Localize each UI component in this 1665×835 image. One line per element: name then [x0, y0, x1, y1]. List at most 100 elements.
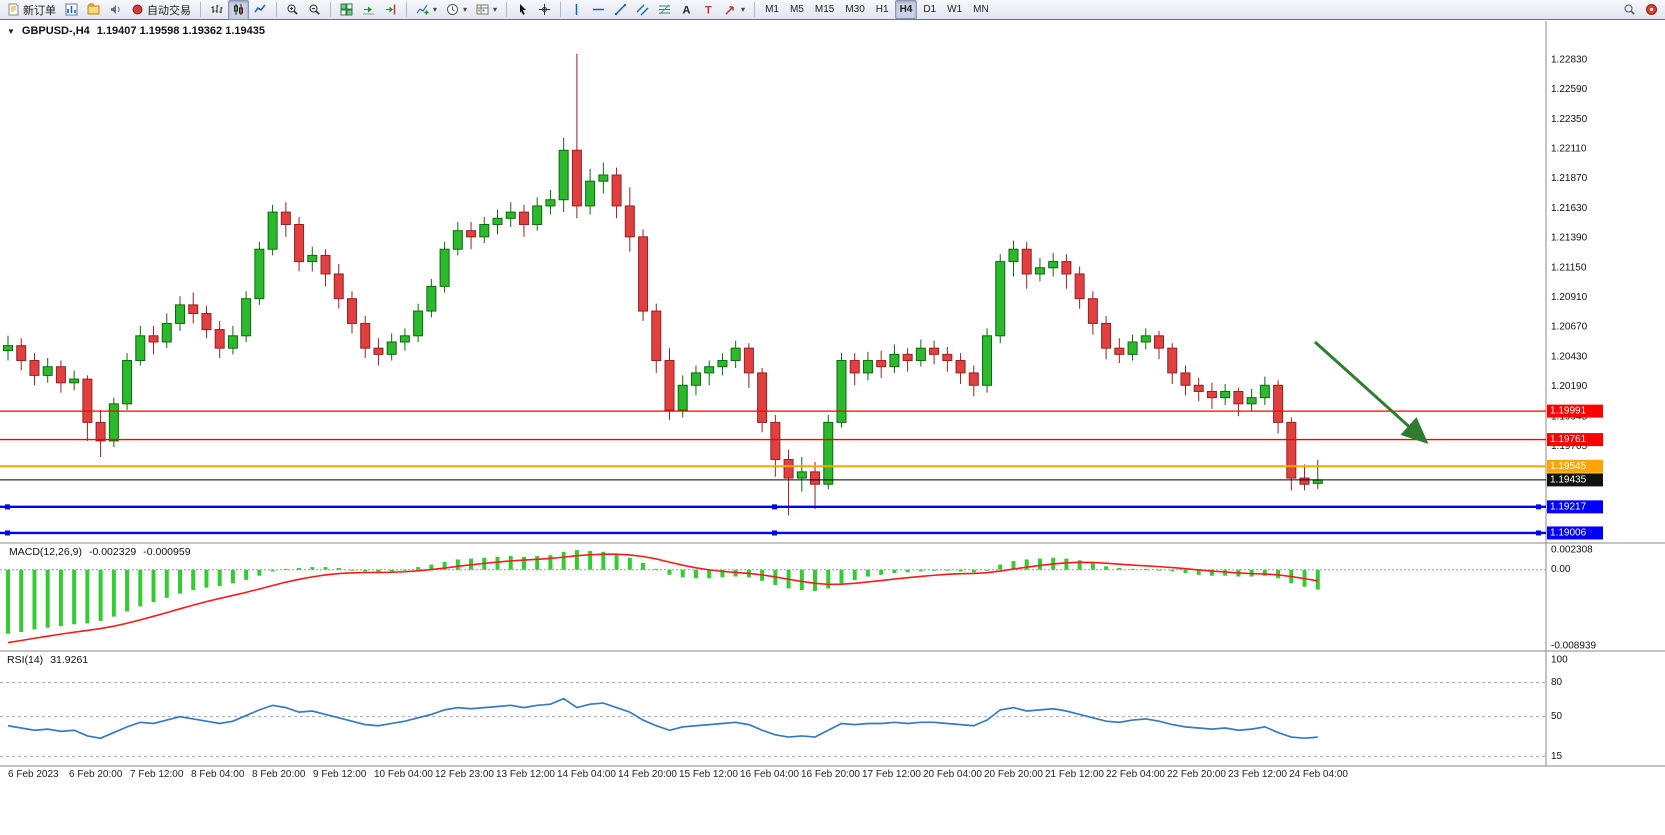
- auto-scroll-button[interactable]: [358, 0, 379, 20]
- macd-histogram-bar: [310, 567, 315, 570]
- macd-histogram-bar: [548, 555, 553, 570]
- timeframe-m15-button[interactable]: M15: [814, 4, 835, 15]
- macd-histogram-bar: [297, 567, 302, 570]
- candle-body: [360, 322, 371, 349]
- candle-body: [399, 335, 410, 343]
- text-button[interactable]: A: [676, 0, 697, 20]
- crosshair-button[interactable]: [534, 0, 555, 20]
- macd-histogram-bar: [945, 569, 950, 571]
- chart-canvas[interactable]: 1.22830 1.22590 1.22350 1.22110 1.21870 1.216…: [0, 21, 1665, 835]
- line-handle[interactable]: [1536, 504, 1541, 510]
- candle-body: [1220, 390, 1231, 399]
- sound-alerts-button[interactable]: [105, 0, 126, 20]
- candle-body: [188, 304, 199, 315]
- symbol-period-label: GBPUSD-,H4: [21, 25, 90, 37]
- macd-histogram-bar: [257, 569, 262, 576]
- horizontal-line-button[interactable]: [588, 0, 609, 20]
- text-a-icon: A: [680, 3, 693, 17]
- macd-histogram-bar: [98, 569, 103, 621]
- new-chart-button[interactable]: [61, 0, 82, 20]
- tile-icon: [340, 3, 353, 16]
- macd-histogram-bar: [1183, 569, 1188, 574]
- rsi-name: RSI(14): [7, 654, 44, 666]
- candle-body: [294, 223, 305, 263]
- profiles-button[interactable]: [83, 0, 104, 20]
- candle-body: [16, 345, 27, 362]
- candle-body: [1206, 390, 1217, 399]
- line-handle[interactable]: [5, 504, 10, 510]
- candle-body: [915, 347, 926, 362]
- macd-histogram-bar: [720, 569, 725, 578]
- search-button[interactable]: [1619, 0, 1640, 20]
- line-handle[interactable]: [772, 530, 777, 536]
- candle-body: [651, 310, 662, 362]
- timeframe-d1-button[interactable]: D1: [923, 4, 937, 15]
- line-chart-mode-button[interactable]: [250, 0, 271, 20]
- line-handle[interactable]: [1536, 530, 1541, 536]
- price-badge: [1547, 404, 1603, 418]
- candle-body: [1299, 477, 1310, 485]
- chart-shift-button[interactable]: [380, 0, 401, 20]
- candle-body: [82, 378, 93, 423]
- trendline-button[interactable]: [610, 0, 631, 20]
- candle-body: [1021, 248, 1032, 275]
- arrow-annotation[interactable]: [1313, 340, 1429, 445]
- candle-body: [439, 248, 450, 287]
- one-click-trading-expand-icon[interactable]: ▼: [7, 26, 15, 36]
- candle-body: [836, 360, 847, 423]
- macd-histogram-bar: [336, 567, 341, 570]
- macd-histogram-bar: [892, 569, 897, 574]
- fibonacci-button[interactable]: [654, 0, 675, 20]
- timeframe-m5-button[interactable]: M5: [789, 4, 804, 15]
- macd-histogram-bar: [1196, 569, 1201, 575]
- candlestick-mode-button[interactable]: [228, 0, 249, 20]
- timeframe-h1-button[interactable]: H1: [875, 4, 889, 15]
- templates-button[interactable]: ▾: [472, 0, 501, 20]
- toolbar-separator: [406, 2, 407, 17]
- rsi-indicator-label: RSI(14) 31.9261: [7, 654, 88, 666]
- timeframe-m30-button[interactable]: M30: [845, 4, 865, 15]
- line-handle[interactable]: [5, 530, 10, 536]
- auto-trading-button[interactable]: 自动交易: [127, 0, 195, 20]
- macd-histogram-bar: [429, 564, 434, 570]
- macd-value: -0.002329: [88, 546, 137, 558]
- timeframe-mn-button[interactable]: MN: [973, 4, 989, 15]
- autoscroll-icon: [362, 3, 375, 16]
- candle-body: [1140, 335, 1151, 343]
- macd-histogram-bar: [865, 569, 870, 577]
- cursor-button[interactable]: [512, 0, 533, 20]
- macd-histogram-bar: [1037, 558, 1042, 570]
- macd-histogram-bar: [971, 569, 976, 573]
- dropdown-arrow-icon: ▾: [493, 5, 498, 14]
- arrow-objects-button[interactable]: ▾: [720, 0, 749, 20]
- zoom-in-button[interactable]: [282, 0, 303, 20]
- candle-body: [730, 347, 741, 362]
- zoom-out-button[interactable]: [304, 0, 325, 20]
- text-label-button[interactable]: T: [698, 0, 719, 20]
- candle-body: [122, 360, 133, 405]
- notification-button[interactable]: [1641, 0, 1662, 20]
- timeframe-m1-button[interactable]: M1: [765, 4, 779, 15]
- timeframe-w1-button[interactable]: W1: [947, 4, 963, 15]
- line-handle[interactable]: [772, 504, 777, 510]
- timeframe-h4-button[interactable]: H4: [894, 0, 918, 19]
- macd-histogram-bar: [6, 569, 10, 634]
- svg-text:50: 50: [1551, 711, 1563, 722]
- tile-windows-button[interactable]: [336, 0, 357, 20]
- chart-title: ▼ GBPUSD-,H4 1.19407 1.19598 1.19362 1.1…: [7, 25, 265, 37]
- candle-body: [1312, 479, 1323, 484]
- vertical-line-button[interactable]: [566, 0, 587, 20]
- indicators-button[interactable]: ▾: [412, 0, 441, 20]
- svg-text:1.21630: 1.21630: [1551, 203, 1588, 214]
- macd-histogram-bar: [813, 569, 818, 592]
- new-order-button[interactable]: 新订单: [3, 0, 60, 20]
- candle-body: [982, 335, 993, 386]
- profiles-icon: [87, 3, 100, 16]
- equidistant-channel-button[interactable]: [632, 0, 653, 20]
- macd-histogram-bar: [1262, 569, 1267, 576]
- svg-text:1.21390: 1.21390: [1551, 233, 1588, 244]
- svg-text:1.22350: 1.22350: [1551, 114, 1588, 125]
- periods-button[interactable]: ▾: [442, 0, 471, 20]
- candle-body: [1008, 248, 1019, 263]
- bar-chart-mode-button[interactable]: [206, 0, 227, 20]
